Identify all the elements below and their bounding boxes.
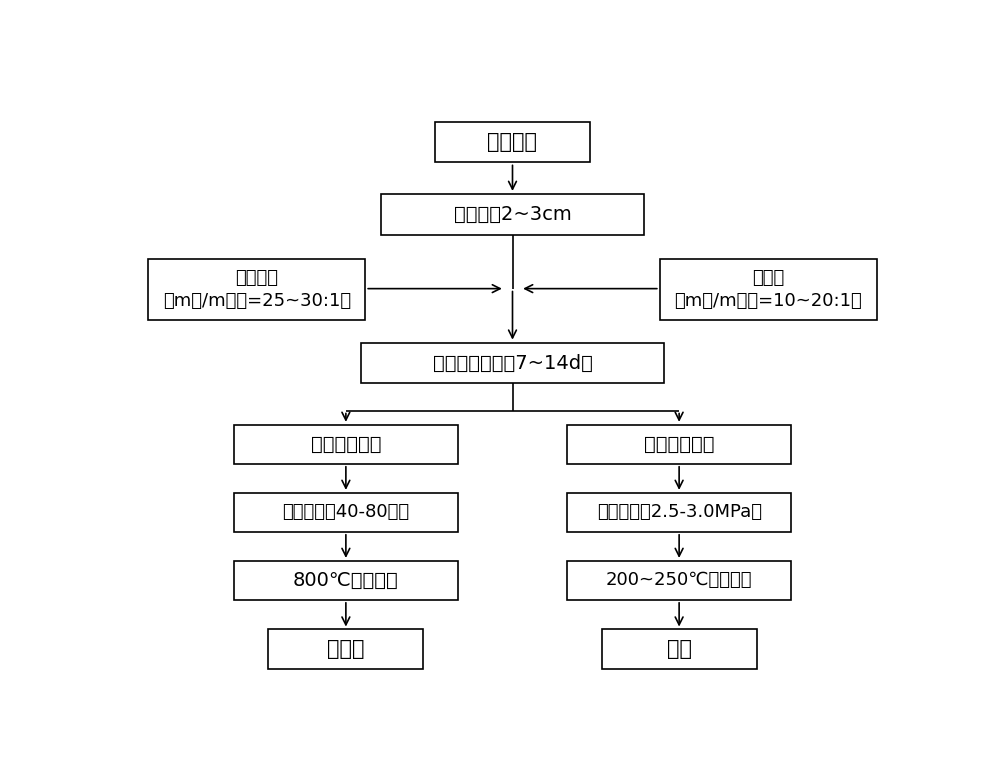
FancyBboxPatch shape xyxy=(234,493,458,532)
Text: 粗粉碎至2~3cm: 粗粉碎至2~3cm xyxy=(454,205,571,224)
FancyBboxPatch shape xyxy=(234,561,458,600)
Text: 生物炭: 生物炭 xyxy=(327,639,365,659)
Text: 氢气: 氢气 xyxy=(667,639,692,659)
FancyBboxPatch shape xyxy=(567,425,791,464)
FancyBboxPatch shape xyxy=(381,194,644,235)
FancyBboxPatch shape xyxy=(567,493,791,532)
Text: 200~250℃水相重整: 200~250℃水相重整 xyxy=(606,572,752,590)
Text: 沼液分离收集: 沼液分离收集 xyxy=(644,435,714,454)
FancyBboxPatch shape xyxy=(660,260,877,320)
Text: 烘干粉碎过40-80目筛: 烘干粉碎过40-80目筛 xyxy=(282,504,409,522)
FancyBboxPatch shape xyxy=(602,630,757,669)
Text: 常温厌氧发酵（7~14d）: 常温厌氧发酵（7~14d） xyxy=(433,353,592,372)
FancyBboxPatch shape xyxy=(234,425,458,464)
FancyBboxPatch shape xyxy=(435,121,590,163)
Text: 800℃热解炭化: 800℃热解炭化 xyxy=(293,571,399,590)
Text: 接种污泥
（m泥/m秸秆=25~30:1）: 接种污泥 （m泥/m秸秆=25~30:1） xyxy=(163,269,351,310)
Text: 催化加压（2.5-3.0MPa）: 催化加压（2.5-3.0MPa） xyxy=(597,504,762,522)
FancyBboxPatch shape xyxy=(268,630,423,669)
Text: 蒸馏水
（m水/m秸秆=10~20:1）: 蒸馏水 （m水/m秸秆=10~20:1） xyxy=(674,269,862,310)
Text: 秸秆洗涤回收: 秸秆洗涤回收 xyxy=(311,435,381,454)
FancyBboxPatch shape xyxy=(148,260,365,320)
FancyBboxPatch shape xyxy=(567,561,791,600)
Text: 风干秸秆: 风干秸秆 xyxy=(488,132,538,152)
FancyBboxPatch shape xyxy=(361,343,664,383)
